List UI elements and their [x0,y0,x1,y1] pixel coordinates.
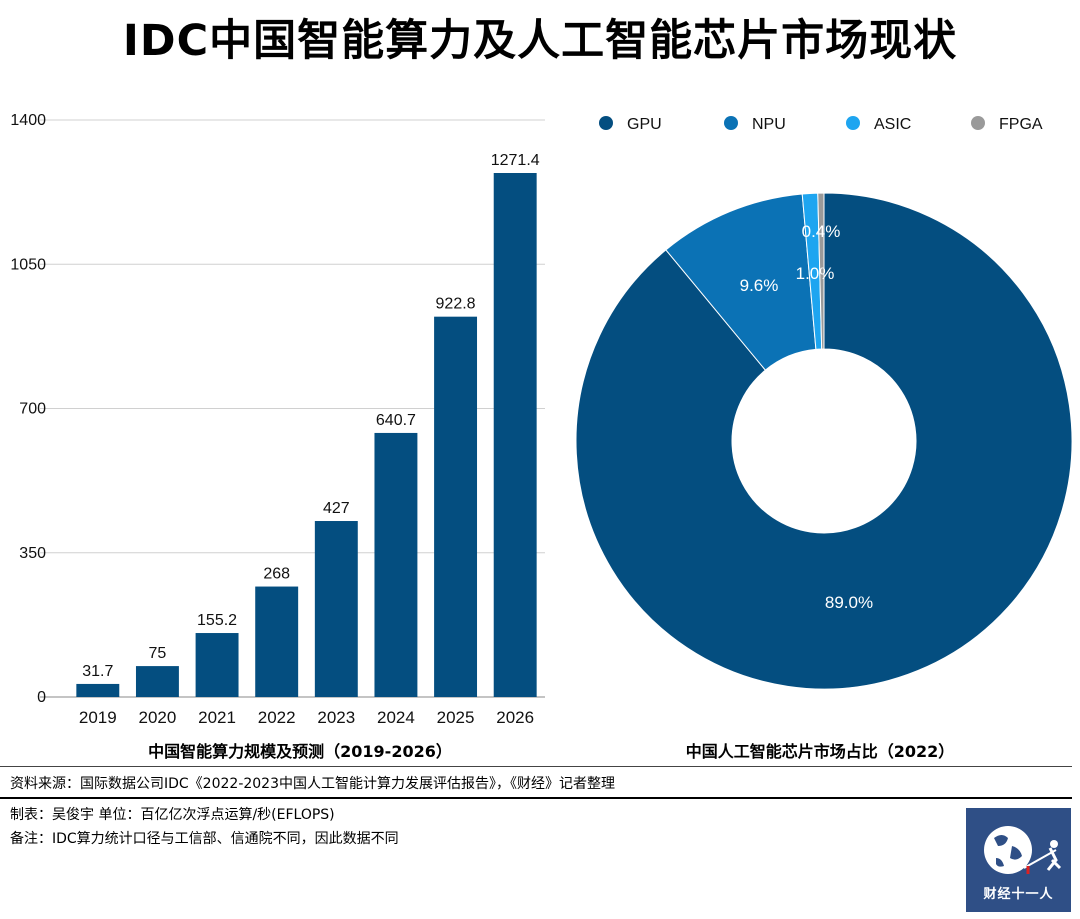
maker-note: 制表：吴俊宇 单位：百亿亿次浮点运算/秒(EFLOPS) [10,807,335,823]
bar [374,432,418,697]
bar [195,633,239,697]
legend-label: FPGA [999,116,1043,133]
donut-slice [817,192,825,350]
x-tick-label: 2020 [139,708,177,727]
logo-text: 财经十一人 [983,887,1054,902]
remark-note: 备注：IDC算力统计口径与工信部、信通院不同，因此数据不同 [10,831,399,847]
legend-label: ASIC [874,116,911,133]
bar-value-label: 75 [149,645,167,662]
bar-value-label: 427 [323,500,350,517]
globe-fencer-icon [984,826,1062,874]
slice-value-label: 9.6% [740,276,779,295]
bar-chart: 0 350 700 1050 1400 31.7 2019 75 2020 155.2 2021 26… [10,112,545,727]
y-tick-label: 1050 [10,256,46,273]
y-tick-label: 0 [37,689,46,706]
bar [314,521,358,697]
bar [255,586,299,697]
x-tick-label: 2023 [317,708,355,727]
x-tick-label: 2022 [258,708,296,727]
y-tick-label: 350 [19,545,46,562]
bar [76,683,120,697]
y-tick-label: 1400 [10,112,46,129]
x-tick-label: 2026 [496,708,534,727]
slice-value-label: 1.0% [796,264,835,283]
legend-label: NPU [752,116,786,133]
donut-chart-title: 中国人工智能芯片市场占比（2022） [685,742,955,761]
page-title: IDC中国智能算力及人工智能芯片市场现状 [122,16,958,66]
x-tick-label: 2019 [79,708,117,727]
bar-value-label: 268 [263,566,290,583]
bar [493,173,537,697]
divider [0,797,1072,799]
source-note: 资料来源：国际数据公司IDC《2022-2023中国人工智能计算力发展评估报告》… [10,776,615,792]
donut-slice [575,192,1073,690]
x-tick-label: 2025 [437,708,475,727]
bar-value-label: 640.7 [376,412,416,429]
slice-value-label: 89.0% [825,593,873,612]
donut-chart: GPU NPU ASIC FPGA 89.0% 9.6% 1.0% 0.4% [575,116,1073,690]
legend-swatch [599,116,613,130]
bar-value-label: 31.7 [82,663,113,680]
x-tick-label: 2024 [377,708,415,727]
legend-label: GPU [627,116,662,133]
bar-value-label: 155.2 [197,612,237,629]
legend-swatch [846,116,860,130]
legend-swatch [971,116,985,130]
brand-logo: 财经十一人 [966,808,1071,912]
bar-value-label: 1271.4 [491,152,540,169]
x-tick-label: 2021 [198,708,236,727]
bar [135,666,179,697]
bar-chart-title: 中国智能算力规模及预测（2019-2026） [148,742,452,761]
legend-swatch [724,116,738,130]
bar [434,316,478,697]
divider [0,766,1072,767]
slice-value-label: 0.4% [802,222,841,241]
donut-slice [665,193,817,371]
bar-value-label: 922.8 [436,296,476,313]
y-tick-label: 700 [19,401,46,418]
